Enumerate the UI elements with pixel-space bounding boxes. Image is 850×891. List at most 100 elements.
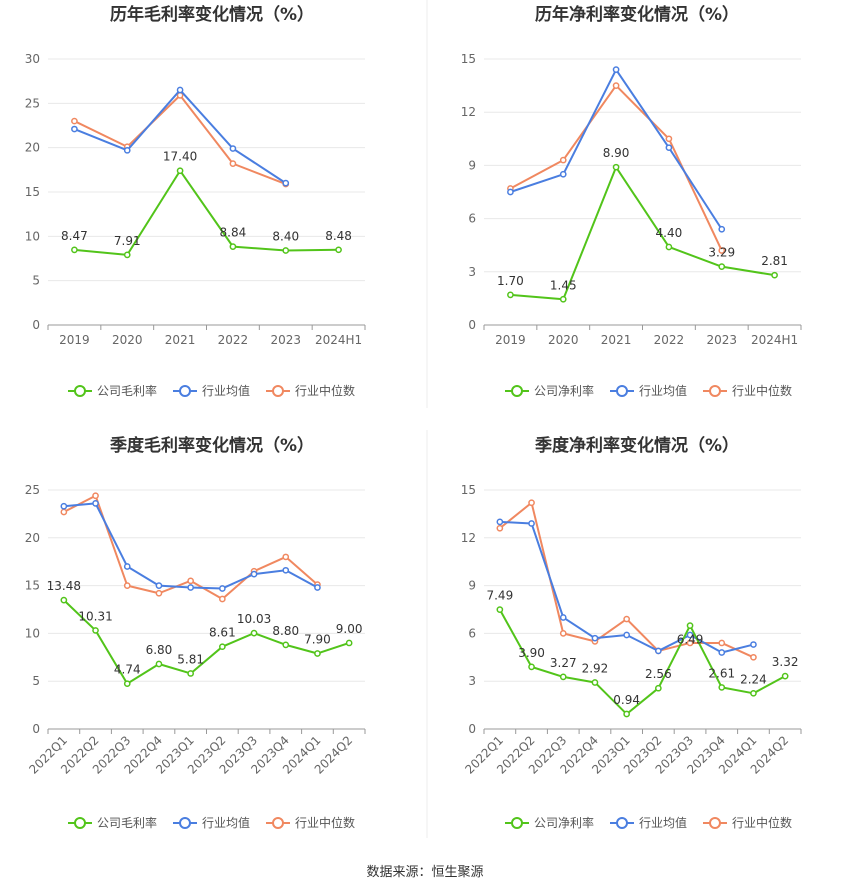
data-point-company[interactable] xyxy=(718,263,726,271)
data-point-median[interactable] xyxy=(155,589,163,597)
legend-label-company[interactable]: 公司净利率 xyxy=(534,815,594,830)
data-point-company[interactable] xyxy=(282,247,290,254)
legend-marker-median[interactable] xyxy=(272,817,284,829)
legend-label-avg[interactable]: 行业均值 xyxy=(639,815,687,830)
data-point-company[interactable] xyxy=(176,167,184,175)
legend-label-company[interactable]: 公司毛利率 xyxy=(97,383,157,398)
data-point-avg[interactable] xyxy=(176,86,184,94)
data-point-company[interactable] xyxy=(335,246,342,254)
data-point-median[interactable] xyxy=(282,553,290,561)
data-point-company[interactable] xyxy=(71,246,78,254)
data-point-company[interactable] xyxy=(229,243,237,250)
legend-label-avg[interactable]: 行业均值 xyxy=(202,815,250,830)
data-point-avg[interactable] xyxy=(71,125,78,133)
data-point-avg[interactable] xyxy=(591,634,599,642)
data-point-avg[interactable] xyxy=(92,500,99,507)
data-point-median[interactable] xyxy=(528,499,535,507)
data-point-median[interactable] xyxy=(718,639,726,647)
legend-label-avg[interactable]: 行业均值 xyxy=(639,383,687,398)
data-point-median[interactable] xyxy=(92,492,99,500)
data-point-company[interactable] xyxy=(92,627,99,634)
legend-marker-company[interactable] xyxy=(74,817,86,829)
data-point-median[interactable] xyxy=(686,639,694,647)
data-point-company[interactable] xyxy=(750,689,757,697)
data-point-company[interactable] xyxy=(282,641,290,649)
data-point-company[interactable] xyxy=(250,629,258,637)
data-point-company[interactable] xyxy=(187,670,194,677)
legend-marker-median[interactable] xyxy=(709,385,721,397)
legend-marker-avg[interactable] xyxy=(179,817,191,829)
data-point-company[interactable] xyxy=(528,663,535,671)
data-point-company[interactable] xyxy=(655,684,662,692)
data-point-avg[interactable] xyxy=(219,585,226,592)
data-point-company[interactable] xyxy=(123,680,131,688)
data-point-company[interactable] xyxy=(781,672,789,680)
data-point-company[interactable] xyxy=(612,163,620,171)
data-point-avg[interactable] xyxy=(623,631,631,639)
data-point-avg[interactable] xyxy=(123,146,131,154)
data-point-company[interactable] xyxy=(155,660,163,668)
data-point-avg[interactable] xyxy=(528,520,535,527)
data-point-avg[interactable] xyxy=(229,145,237,152)
data-point-median[interactable] xyxy=(623,615,631,623)
data-point-company[interactable] xyxy=(665,243,673,251)
data-point-company[interactable] xyxy=(123,251,131,259)
data-point-avg[interactable] xyxy=(60,502,68,510)
data-point-avg[interactable] xyxy=(187,584,194,591)
data-point-company[interactable] xyxy=(559,673,567,681)
legend-marker-avg[interactable] xyxy=(616,385,628,397)
data-point-avg[interactable] xyxy=(686,631,694,639)
legend-label-median[interactable]: 行业中位数 xyxy=(295,383,355,398)
data-point-median[interactable] xyxy=(496,524,504,532)
data-point-company[interactable] xyxy=(345,639,353,647)
data-point-median[interactable] xyxy=(60,508,68,516)
data-point-avg[interactable] xyxy=(496,518,504,526)
data-point-avg[interactable] xyxy=(559,614,567,621)
legend-marker-median[interactable] xyxy=(272,385,284,397)
data-point-avg[interactable] xyxy=(507,188,514,196)
data-point-company[interactable] xyxy=(219,643,226,651)
legend-label-median[interactable]: 行业中位数 xyxy=(732,383,792,398)
data-point-avg[interactable] xyxy=(612,66,620,73)
data-point-median[interactable] xyxy=(71,117,78,125)
data-point-avg[interactable] xyxy=(559,170,567,178)
data-point-company[interactable] xyxy=(686,622,694,629)
data-point-median[interactable] xyxy=(229,160,237,167)
data-point-median[interactable] xyxy=(665,135,673,143)
data-point-company[interactable] xyxy=(623,710,631,718)
data-point-median[interactable] xyxy=(559,630,567,637)
data-point-company[interactable] xyxy=(507,291,514,299)
data-point-company[interactable] xyxy=(559,295,567,303)
data-point-company[interactable] xyxy=(591,679,599,686)
legend-label-company[interactable]: 公司毛利率 xyxy=(97,815,157,830)
legend-marker-avg[interactable] xyxy=(616,817,628,829)
data-point-avg[interactable] xyxy=(282,566,290,574)
data-point-company[interactable] xyxy=(314,650,321,657)
data-point-avg[interactable] xyxy=(655,647,662,655)
data-point-avg[interactable] xyxy=(250,570,258,578)
data-point-median[interactable] xyxy=(187,577,194,585)
data-point-company[interactable] xyxy=(60,596,68,604)
data-point-avg[interactable] xyxy=(750,641,757,648)
legend-marker-company[interactable] xyxy=(511,385,523,397)
legend-marker-median[interactable] xyxy=(709,817,721,829)
data-point-median[interactable] xyxy=(123,582,131,589)
legend-label-avg[interactable]: 行业均值 xyxy=(202,383,250,398)
data-point-avg[interactable] xyxy=(123,563,131,570)
legend-label-median[interactable]: 行业中位数 xyxy=(295,815,355,830)
data-point-avg[interactable] xyxy=(282,179,290,187)
data-point-company[interactable] xyxy=(718,684,726,691)
data-point-avg[interactable] xyxy=(665,144,673,152)
data-point-company[interactable] xyxy=(771,271,778,279)
legend-marker-company[interactable] xyxy=(74,385,86,397)
data-point-avg[interactable] xyxy=(314,584,321,591)
data-point-median[interactable] xyxy=(219,595,226,603)
legend-label-company[interactable]: 公司净利率 xyxy=(534,383,594,398)
data-point-median[interactable] xyxy=(718,247,726,254)
data-point-median[interactable] xyxy=(612,82,620,89)
legend-marker-avg[interactable] xyxy=(179,385,191,397)
data-point-avg[interactable] xyxy=(718,649,726,656)
legend-label-median[interactable]: 行业中位数 xyxy=(732,815,792,830)
data-point-company[interactable] xyxy=(496,606,504,614)
data-point-avg[interactable] xyxy=(155,582,163,589)
